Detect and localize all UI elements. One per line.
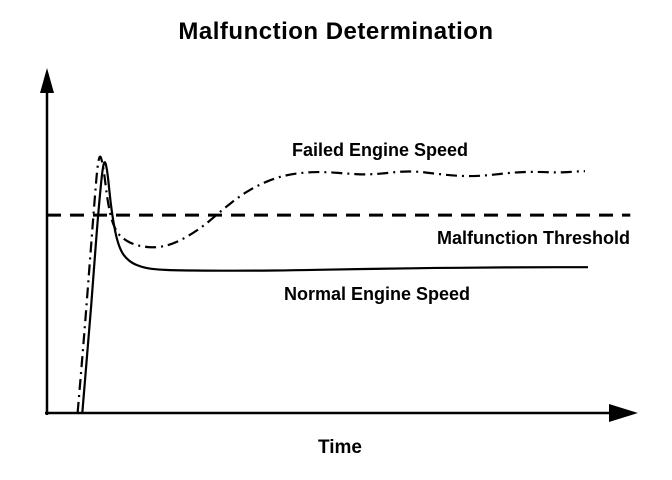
series-normal-engine-speed — [81, 161, 588, 414]
failed-engine-speed-label: Failed Engine Speed — [291, 140, 469, 160]
series-group — [47, 155, 631, 414]
malfunction-threshold-label: Malfunction Threshold — [437, 228, 630, 248]
normal-engine-speed-label: Normal Engine Speed — [283, 284, 471, 304]
y-axis-arrow-icon — [40, 68, 54, 93]
chart-title: Malfunction Determination — [178, 18, 494, 45]
series-failed-engine-speed — [76, 155, 586, 414]
x-axis-arrow-icon — [609, 404, 638, 422]
time-axis-label: Time — [317, 437, 363, 458]
